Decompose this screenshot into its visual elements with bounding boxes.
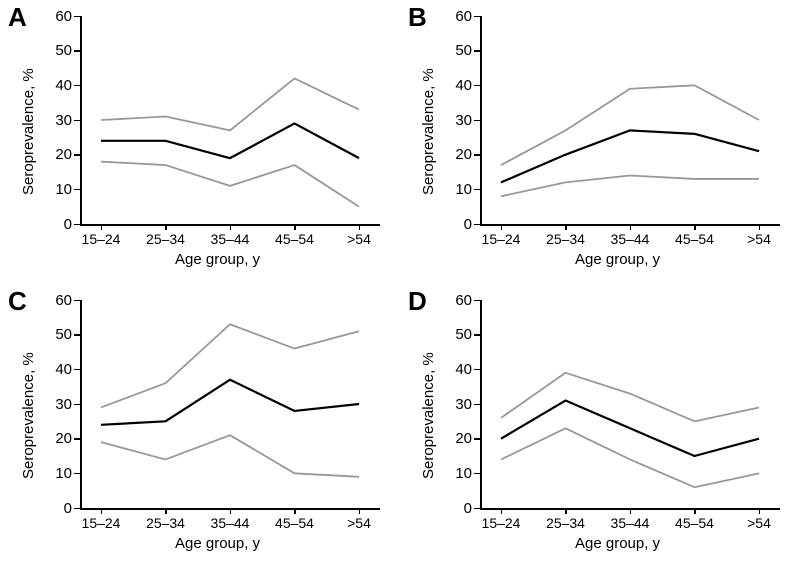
chart-svg bbox=[0, 0, 400, 284]
lower-band-line bbox=[501, 175, 759, 196]
panel-c: C010203040506015–2425–3435–4445–54>54Age… bbox=[0, 284, 400, 568]
chart-svg bbox=[400, 284, 800, 568]
upper-band-line bbox=[501, 373, 759, 422]
panel-b: B010203040506015–2425–3435–4445–54>54Age… bbox=[400, 0, 800, 284]
lower-band-line bbox=[101, 162, 359, 207]
panel-a: A010203040506015–2425–3435–4445–54>54Age… bbox=[0, 0, 400, 284]
main-line bbox=[101, 123, 359, 158]
main-line bbox=[501, 401, 759, 456]
upper-band-line bbox=[101, 324, 359, 407]
upper-band-line bbox=[501, 85, 759, 165]
figure: A010203040506015–2425–3435–4445–54>54Age… bbox=[0, 0, 800, 569]
lower-band-line bbox=[101, 435, 359, 477]
chart-svg bbox=[0, 284, 400, 568]
lower-band-line bbox=[501, 428, 759, 487]
main-line bbox=[101, 380, 359, 425]
panel-d: D010203040506015–2425–3435–4445–54>54Age… bbox=[400, 284, 800, 568]
upper-band-line bbox=[101, 78, 359, 130]
chart-svg bbox=[400, 0, 800, 284]
